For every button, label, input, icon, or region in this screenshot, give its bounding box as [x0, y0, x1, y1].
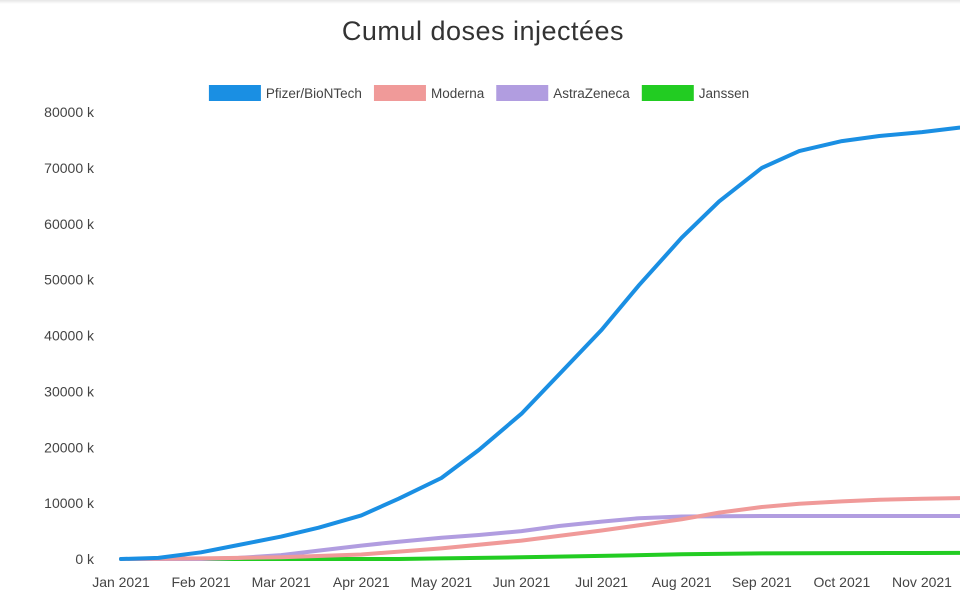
x-tick-label: May 2021	[411, 574, 473, 590]
x-tick-label: Jun 2021	[493, 574, 551, 590]
legend-swatch-moderna	[373, 85, 426, 101]
y-tick-label: 80000 k	[44, 104, 95, 120]
legend-swatch-janssen	[641, 85, 694, 101]
y-tick-label: 40000 k	[44, 328, 95, 344]
x-tick-label: Oct 2021	[813, 574, 870, 590]
legend-label-moderna: Moderna	[431, 86, 485, 101]
y-tick-label: 30000 k	[44, 383, 95, 399]
x-tick-label: Jan 2021	[92, 574, 150, 590]
x-tick-label: Apr 2021	[333, 574, 390, 590]
x-tick-label: Jul 2021	[575, 574, 628, 590]
series-line-moderna	[119, 496, 960, 561]
x-tick-label: Nov 2021	[892, 574, 952, 590]
series-line-janssen	[119, 550, 960, 561]
y-tick-label: 20000 k	[44, 439, 95, 455]
x-tick-label: Aug 2021	[652, 574, 712, 590]
y-tick-label: 60000 k	[44, 216, 95, 232]
legend-swatch-astrazeneca	[496, 85, 549, 101]
y-tick-label: 70000 k	[44, 160, 95, 176]
legend-label-janssen: Janssen	[699, 86, 749, 101]
y-tick-label: 0 k	[75, 551, 95, 567]
x-tick-label: Feb 2021	[172, 574, 231, 590]
legend-label-astrazeneca: AstraZeneca	[553, 86, 630, 101]
legend-swatch-pfizer-biontech	[208, 85, 261, 101]
y-tick-label: 50000 k	[44, 272, 95, 288]
series-line-pfizer-biontech	[119, 125, 960, 561]
legend-label-pfizer-biontech: Pfizer/BioNTech	[266, 86, 362, 101]
x-tick-label: Mar 2021	[252, 574, 311, 590]
top-edge-shadow	[0, 0, 960, 4]
x-tick-label: Sep 2021	[732, 574, 792, 590]
y-tick-label: 10000 k	[44, 495, 95, 511]
chart-title: Cumul doses injectées	[341, 16, 625, 46]
